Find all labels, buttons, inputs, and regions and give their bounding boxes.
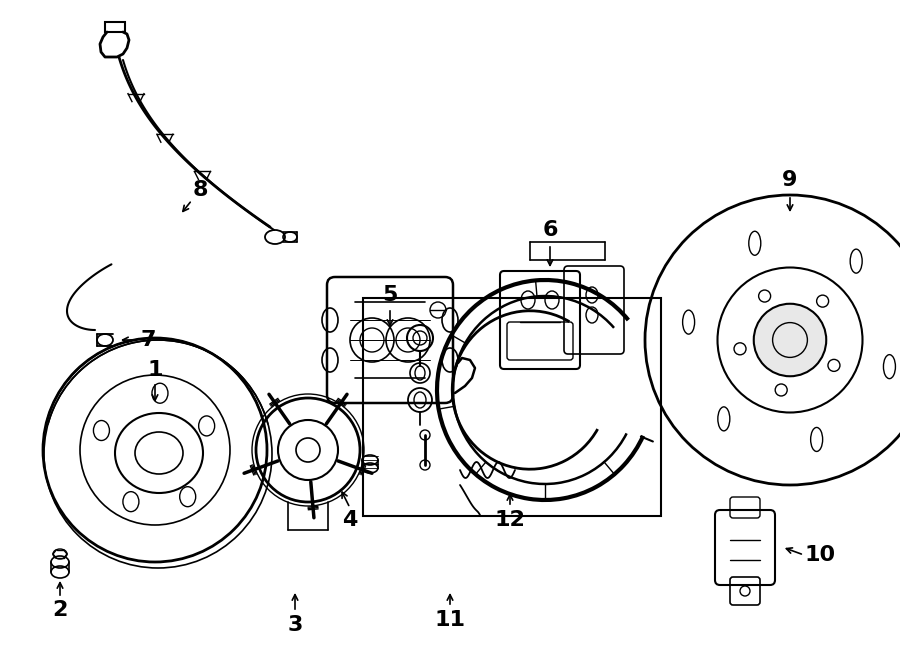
Text: 3: 3 xyxy=(287,615,302,635)
Text: 5: 5 xyxy=(382,285,398,305)
Text: 6: 6 xyxy=(542,220,558,240)
Text: 7: 7 xyxy=(140,330,156,350)
Text: 10: 10 xyxy=(805,545,835,565)
Text: 11: 11 xyxy=(435,610,465,630)
Bar xyxy=(105,22,125,32)
Bar xyxy=(363,298,661,516)
Text: 8: 8 xyxy=(193,180,208,200)
Text: 2: 2 xyxy=(52,600,68,620)
Ellipse shape xyxy=(754,304,826,376)
Text: 4: 4 xyxy=(342,510,357,530)
Text: 12: 12 xyxy=(495,510,526,530)
Text: 9: 9 xyxy=(782,170,797,190)
Text: 1: 1 xyxy=(148,360,163,380)
